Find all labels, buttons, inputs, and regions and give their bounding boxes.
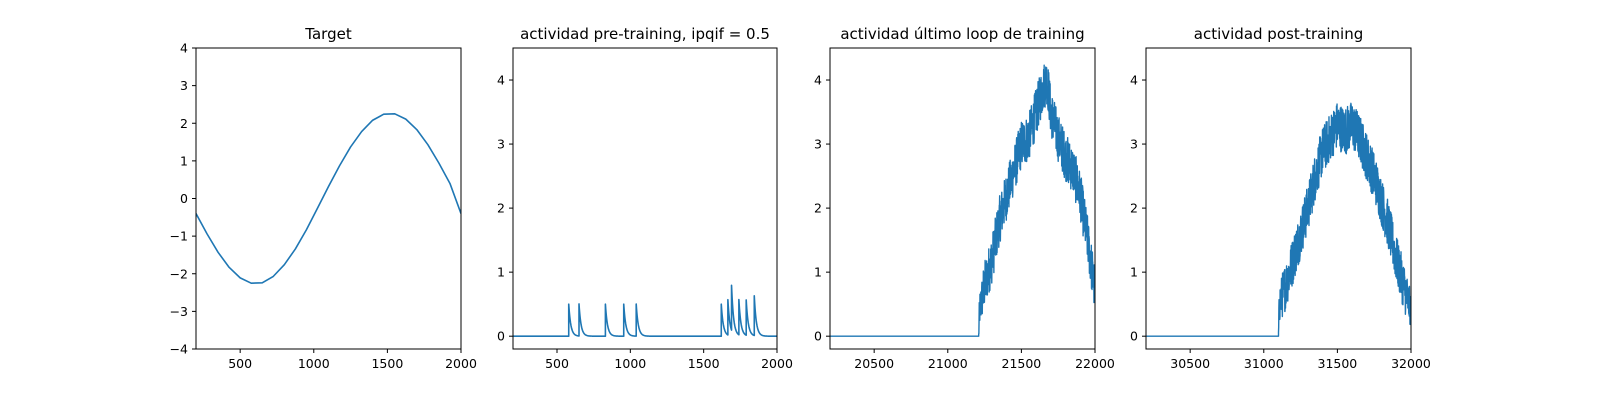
y-tick-label: 2 — [814, 201, 822, 216]
y-tick-label: −3 — [170, 304, 188, 319]
y-tick-label: 2 — [180, 116, 188, 131]
series-line — [1146, 102, 1411, 337]
y-tick-label: 2 — [1130, 201, 1138, 216]
y-tick-label: 4 — [180, 41, 188, 56]
y-tick-label: 3 — [180, 78, 188, 93]
x-tick-label: 21500 — [1002, 356, 1042, 371]
y-tick-label: 4 — [497, 73, 505, 88]
x-tick-label: 32000 — [1391, 356, 1431, 371]
series-line — [513, 284, 777, 337]
y-tick-label: 4 — [1130, 73, 1138, 88]
x-tick-label: 31000 — [1244, 356, 1284, 371]
chart-title: Target — [304, 25, 352, 43]
y-tick-label: 1 — [180, 153, 188, 168]
chart-panel-2: 500 1000 1500 2000 0 1 2 3 4 actividad pre-traini… — [497, 25, 793, 371]
chart-title: actividad post-training — [1194, 25, 1363, 43]
chart-title: actividad pre-training, ipqif = 0.5 — [520, 25, 770, 43]
x-tick-label: 31500 — [1318, 356, 1358, 371]
y-tick-label: 0 — [497, 329, 505, 344]
x-tick-label: 2000 — [761, 356, 793, 371]
x-tick-label: 30500 — [1170, 356, 1210, 371]
y-tick-label: 1 — [814, 265, 822, 280]
axes-frame — [1145, 47, 1412, 350]
axes-frame — [512, 47, 778, 350]
x-tick-label: 1500 — [688, 356, 720, 371]
x-tick-label: 500 — [228, 356, 252, 371]
y-tick-label: 3 — [814, 137, 822, 152]
axes-frame — [195, 47, 462, 350]
chart-panel-1: 500 1000 1500 2000 −4 −3 −2 −1 0 1 2 3 4 Target — [170, 25, 477, 371]
y-tick-label: 3 — [1130, 137, 1138, 152]
y-tick-label: 0 — [1130, 329, 1138, 344]
y-tick-label: −1 — [170, 229, 188, 244]
x-tick-label: 1000 — [298, 356, 330, 371]
x-tick-label: 500 — [545, 356, 569, 371]
x-tick-label: 22000 — [1075, 356, 1115, 371]
y-tick-label: 4 — [814, 73, 822, 88]
x-tick-label: 2000 — [445, 356, 477, 371]
x-tick-label: 20500 — [854, 356, 894, 371]
y-tick-label: 1 — [497, 265, 505, 280]
chart-title: actividad último loop de training — [840, 25, 1084, 43]
x-tick-label: 21000 — [928, 356, 968, 371]
chart-panel-3: 20500 21000 21500 22000 0 1 2 3 4 actividad últim… — [814, 25, 1115, 371]
y-tick-label: 3 — [497, 137, 505, 152]
series-line — [196, 113, 461, 284]
y-tick-label: 0 — [814, 329, 822, 344]
chart-panel-4: 30500 31000 31500 32000 0 1 2 3 4 actividad post-… — [1130, 25, 1431, 371]
y-tick-label: 2 — [497, 201, 505, 216]
x-tick-label: 1500 — [371, 356, 403, 371]
y-tick-label: 1 — [1130, 265, 1138, 280]
y-tick-label: 0 — [180, 191, 188, 206]
y-tick-label: −2 — [170, 266, 188, 281]
y-tick-label: −4 — [170, 342, 188, 357]
axes-frame — [829, 47, 1096, 350]
series-line — [830, 64, 1095, 337]
x-tick-label: 1000 — [614, 356, 646, 371]
